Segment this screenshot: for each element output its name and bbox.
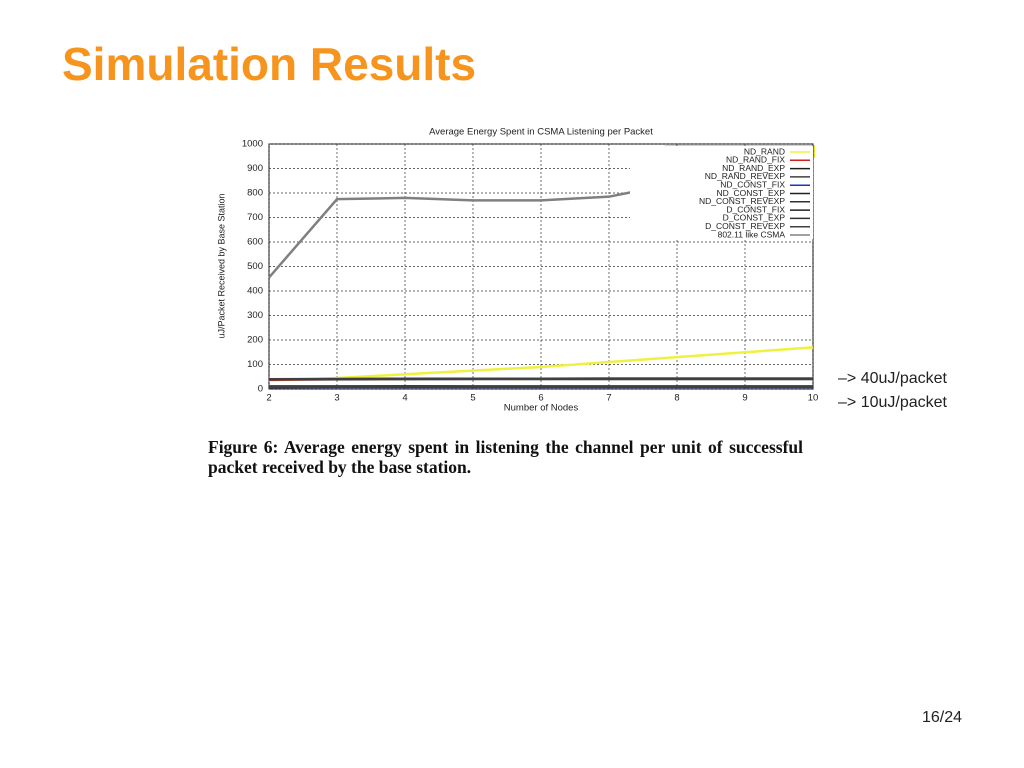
y-tick-label: 800 (247, 188, 263, 199)
annotation: –> 10uJ/packet (838, 394, 948, 411)
y-axis-label: uJ/Packet Received by Base Station (216, 193, 226, 338)
legend-label: ND_CONST_EXP (717, 188, 786, 198)
legend-label: ND_RAND_REVEXP (705, 171, 786, 181)
x-tick-label: 7 (606, 393, 611, 404)
x-tick-label: 4 (402, 393, 407, 404)
series-line (268, 346, 814, 382)
legend-label: D_CONST_REVEXP (705, 221, 785, 231)
y-tick-label: 500 (247, 261, 263, 272)
legend-label: D_CONST_EXP (723, 213, 786, 223)
page-number: 16/24 (922, 709, 962, 726)
x-tick-label: 8 (674, 393, 679, 404)
x-tick-label: 3 (334, 393, 339, 404)
y-tick-label: 600 (247, 237, 263, 248)
legend-label: ND_RAND_FIX (726, 155, 785, 165)
y-tick-label: 400 (247, 286, 263, 297)
x-tick-label: 10 (808, 393, 819, 404)
legend-label: 802.11 like CSMA (718, 229, 786, 239)
legend-box (630, 146, 813, 240)
y-tick-label: 700 (247, 212, 263, 223)
x-tick-label: 9 (742, 393, 747, 404)
legend-label: D_CONST_FIX (726, 204, 785, 214)
y-tick-label: 100 (247, 359, 263, 370)
x-axis-label: Number of Nodes (504, 403, 579, 414)
x-tick-label: 6 (538, 393, 543, 404)
y-tick-label: 200 (247, 335, 263, 346)
y-tick-label: 900 (247, 163, 263, 174)
y-tick-label: 300 (247, 310, 263, 321)
y-tick-label: 0 (258, 384, 263, 395)
x-tick-label: 2 (266, 393, 271, 404)
annotation: –> 40uJ/packet (838, 370, 948, 387)
legend-label: ND_CONST_REVEXP (699, 196, 785, 206)
legend-label: ND_CONST_FIX (720, 179, 785, 189)
chart-title: Average Energy Spent in CSMA Listening p… (429, 127, 653, 138)
legend-label: ND_RAND_EXP (722, 163, 785, 173)
x-tick-label: 5 (470, 393, 475, 404)
figure-caption: Figure 6: Average energy spent in listen… (208, 437, 803, 477)
slide-title: Simulation Results (62, 38, 476, 90)
y-tick-label: 1000 (242, 139, 263, 150)
legend-label: ND_RAND (744, 146, 785, 156)
